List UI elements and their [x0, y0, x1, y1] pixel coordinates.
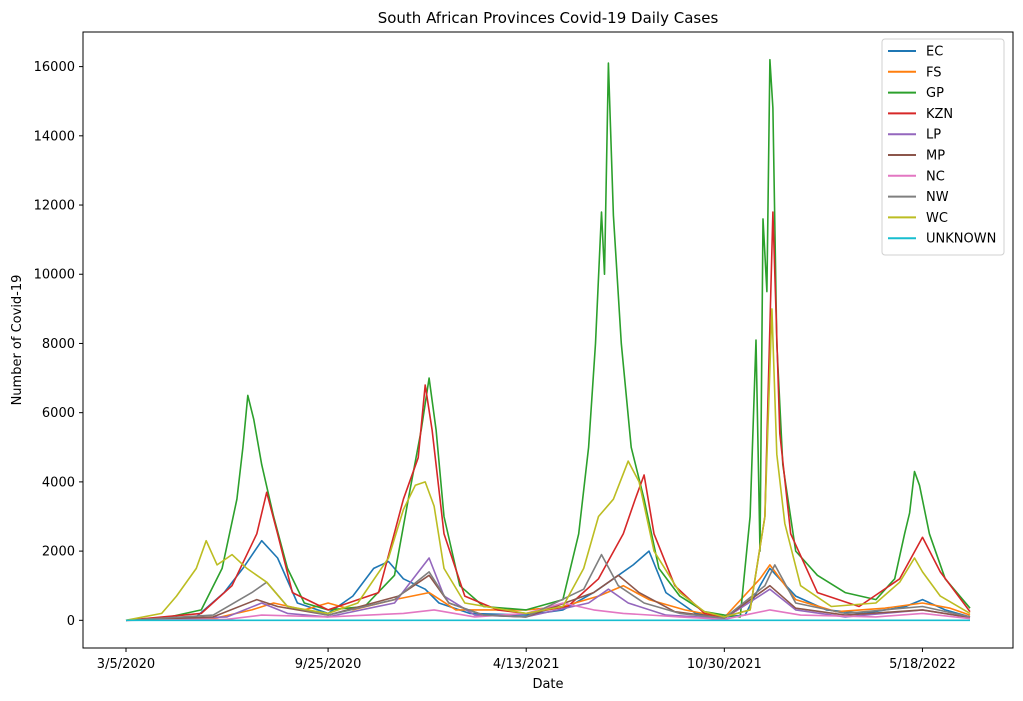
x-axis: 3/5/2020 9/25/2020 4/13/2021 10/30/2021 5/18… — [97, 648, 956, 672]
legend-label-unknown: UNKNOWN — [926, 232, 996, 247]
y-tick-label: 16000 — [34, 60, 75, 75]
x-tick-label: 5/18/2022 — [889, 657, 956, 672]
legend-label-mp: MP — [926, 149, 945, 164]
legend-label-gp: GP — [926, 86, 944, 101]
legend-label-kzn: KZN — [926, 107, 953, 122]
x-tick-label: 10/30/2021 — [687, 657, 762, 672]
series-layer — [125, 58, 971, 622]
legend-label-wc: WC — [926, 211, 948, 226]
legend-label-nw: NW — [926, 190, 949, 205]
legend-label-nc: NC — [926, 169, 945, 184]
y-tick-label: 4000 — [42, 475, 75, 490]
series-line-mp — [125, 574, 971, 622]
plot-frame — [82, 31, 1014, 649]
x-tick-label: 9/25/2020 — [295, 657, 362, 672]
y-tick-label: 10000 — [34, 268, 75, 283]
x-tick-label: 4/13/2021 — [493, 657, 560, 672]
y-tick-label: 14000 — [34, 129, 75, 144]
y-tick-label: 12000 — [34, 199, 75, 214]
series-line-gp — [125, 58, 971, 622]
chart-title: South African Provinces Covid-19 Daily C… — [378, 9, 719, 27]
legend-label-lp: LP — [926, 128, 941, 143]
y-tick-label: 0 — [67, 614, 75, 629]
series-line-wc — [125, 308, 971, 622]
series-line-nc — [125, 602, 971, 622]
series-line-kzn — [125, 211, 971, 622]
series-line-lp — [125, 557, 971, 622]
y-tick-label: 2000 — [42, 545, 75, 560]
y-axis: 0 2000 4000 6000 8000 10000 12000 14000 16000 — [34, 60, 83, 629]
y-tick-label: 8000 — [42, 337, 75, 352]
x-axis-label: Date — [532, 677, 563, 692]
legend-label-fs: FS — [926, 65, 942, 80]
y-tick-label: 6000 — [42, 406, 75, 421]
y-axis-label: Number of Covid-19 — [10, 275, 25, 406]
legend-label-ec: EC — [926, 45, 943, 60]
legend: EC FS GP KZN LP MP NC NW WC UNKNOWN — [881, 38, 1005, 256]
x-tick-label: 3/5/2020 — [97, 657, 155, 672]
